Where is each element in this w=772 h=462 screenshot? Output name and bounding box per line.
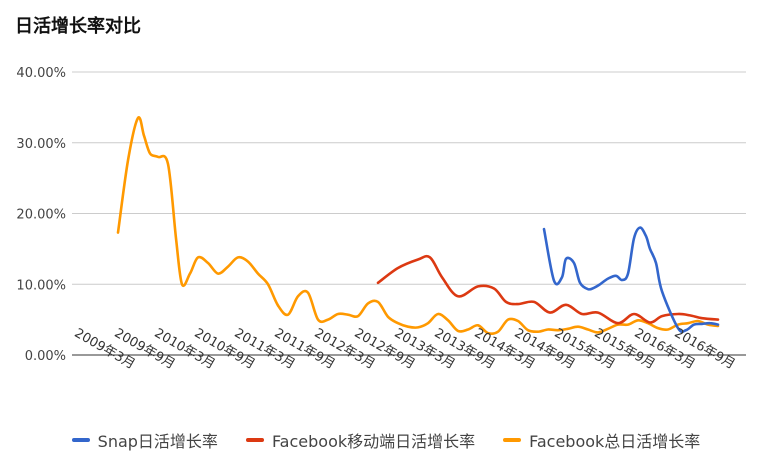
y-axis-ticks: 0.00% 10.00% 20.00% 30.00% 40.00% bbox=[16, 66, 66, 364]
grid-lines bbox=[72, 71, 746, 356]
legend-label: Facebook移动端日活增长率 bbox=[271, 432, 476, 451]
chart-title: 日活增长率对比 bbox=[15, 16, 141, 37]
y-tick-label: 0.00% bbox=[25, 349, 66, 364]
series-line-1 bbox=[376, 254, 720, 325]
legend-label: Snap日活增长率 bbox=[97, 432, 218, 451]
legend-swatch bbox=[71, 438, 90, 442]
y-tick-label: 10.00% bbox=[16, 278, 66, 293]
legend-swatch bbox=[245, 438, 264, 442]
legend-item: Snap日活增长率 bbox=[71, 428, 218, 452]
y-tick-label: 40.00% bbox=[16, 66, 66, 81]
series-lines bbox=[116, 116, 720, 335]
legend-item: Facebook总日活增长率 bbox=[503, 428, 700, 452]
series-line-2 bbox=[116, 116, 720, 335]
x-axis-ticks: 2009年3月2009年9月2010年3月2010年9月2011年3月2011年… bbox=[72, 326, 738, 373]
legend-item: Facebook移动端日活增长率 bbox=[245, 428, 476, 452]
y-tick-label: 30.00% bbox=[16, 137, 66, 152]
legend: Snap日活增长率 Facebook移动端日活增长率 Facebook总日活增长率 bbox=[0, 428, 772, 452]
y-tick-label: 20.00% bbox=[16, 208, 66, 223]
legend-label: Facebook总日活增长率 bbox=[529, 432, 701, 451]
series-line-0 bbox=[542, 226, 720, 334]
legend-swatch bbox=[503, 438, 522, 442]
